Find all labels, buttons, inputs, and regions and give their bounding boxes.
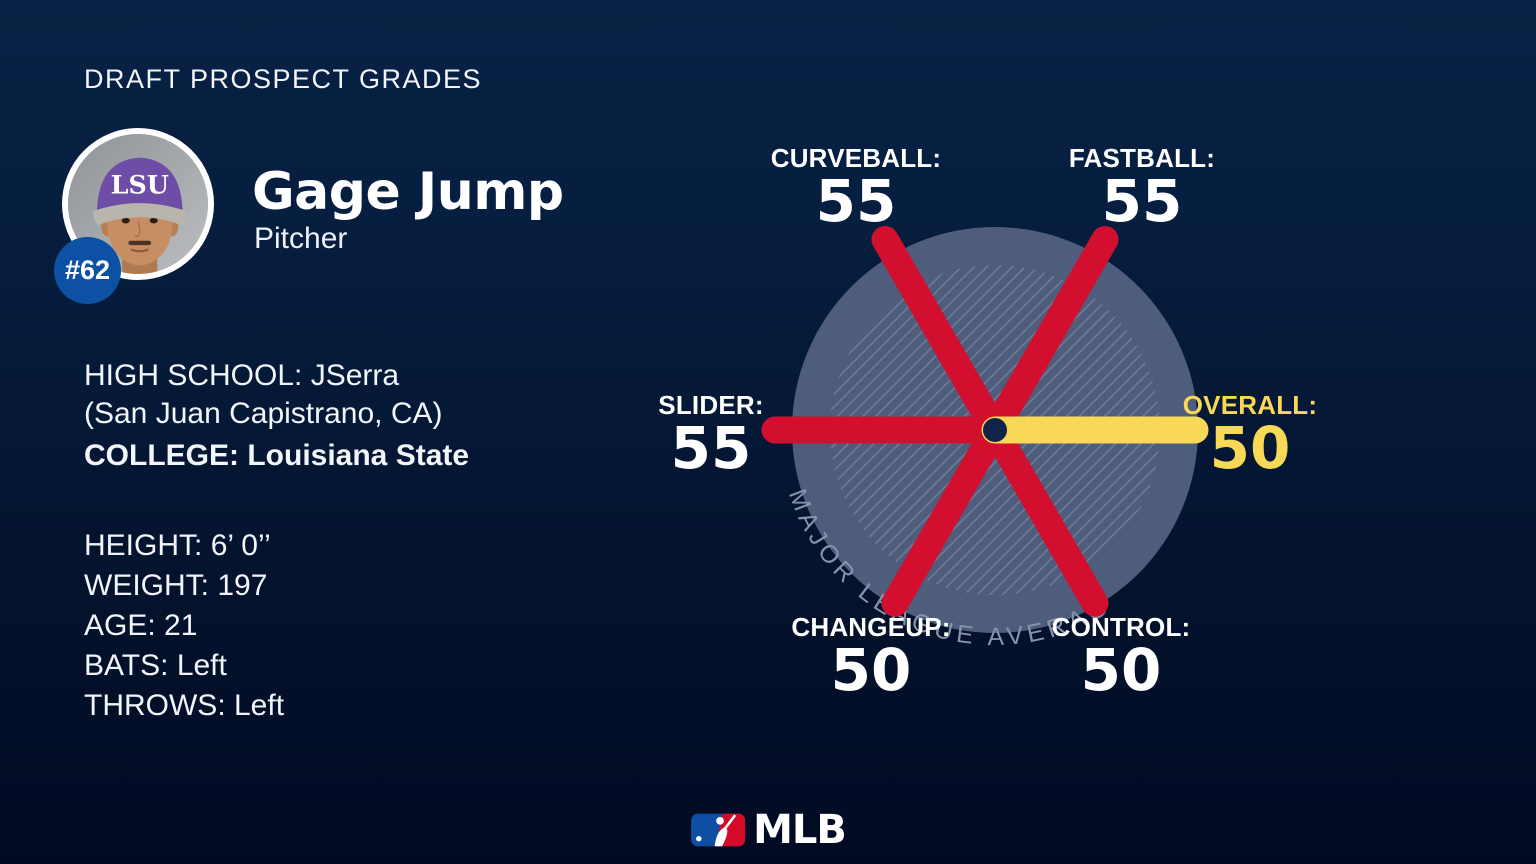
page-title: DRAFT PROSPECT GRADES [84, 64, 483, 94]
bio-block: HIGH SCHOOL: JSerra (San Juan Capistrano… [84, 357, 470, 475]
stat-throws: THROWS: Left [84, 689, 285, 722]
grade-control-label: CONTROL: [1051, 612, 1191, 642]
college-line: COLLEGE: Louisiana State [84, 437, 470, 475]
spoke-control [981, 416, 1109, 617]
player-photo: LSU [62, 128, 214, 280]
mlb-footer: MLB [690, 807, 847, 853]
grade-curveball-label: CURVEBALL: [770, 143, 942, 173]
grade-changeup-value: 50 [830, 636, 912, 704]
player-avatar-illustration: LSU [68, 134, 208, 274]
grade-changeup-label: CHANGEUP: [791, 612, 951, 642]
grade-spokes [761, 226, 1209, 617]
grade-control-value: 50 [1080, 636, 1162, 704]
player-position: Pitcher [254, 222, 348, 255]
draft-rank-badge: #62 [54, 237, 121, 304]
grade-overall-value: 50 [1209, 414, 1291, 482]
grade-fastball-value: 55 [1101, 167, 1183, 235]
stat-weight: WEIGHT: 197 [84, 569, 268, 602]
mlb-wordmark: MLB [753, 807, 847, 853]
draft-rank-value: #62 [64, 255, 111, 285]
player-name: Gage Jump [252, 162, 564, 222]
hub-dot [983, 418, 1007, 442]
cap-lsu-text: LSU [111, 170, 169, 200]
grade-fastball-label: FASTBALL: [1068, 143, 1216, 173]
spoke-curveball [871, 226, 1009, 444]
stat-bats: BATS: Left [84, 649, 227, 682]
grade-fastball: FASTBALL: 55 [1068, 143, 1216, 235]
grade-overall-label: OVERALL: [1182, 390, 1318, 420]
grade-curveball: CURVEBALL: 55 [770, 143, 942, 235]
stats-block: HEIGHT: 6’ 0’’ WEIGHT: 197 AGE: 21 BATS:… [84, 526, 284, 726]
high-school-value: JSerra (San Juan Capistrano, CA) [84, 359, 443, 430]
grade-curveball-value: 55 [815, 167, 897, 235]
grade-control: CONTROL: 50 [1051, 612, 1191, 704]
high-school-line: HIGH SCHOOL: JSerra (San Juan Capistrano… [84, 357, 470, 433]
stat-height: HEIGHT: 6’ 0’’ [84, 529, 271, 562]
stat-age: AGE: 21 [84, 609, 198, 642]
spoke-changeup [881, 416, 1009, 617]
college-label: COLLEGE: [84, 439, 239, 472]
mlb-logo-icon [691, 813, 746, 847]
spoke-fastball [981, 226, 1119, 444]
high-school-label: HIGH SCHOOL: [84, 359, 303, 392]
grade-changeup: CHANGEUP: 50 [791, 612, 951, 704]
college-value: Louisiana State [247, 439, 470, 472]
grade-slider-label: SLIDER: [658, 390, 764, 420]
grade-slider: SLIDER: 55 [658, 390, 764, 482]
grade-slider-value: 55 [670, 414, 752, 482]
grade-overall: OVERALL: 50 [1182, 390, 1318, 482]
